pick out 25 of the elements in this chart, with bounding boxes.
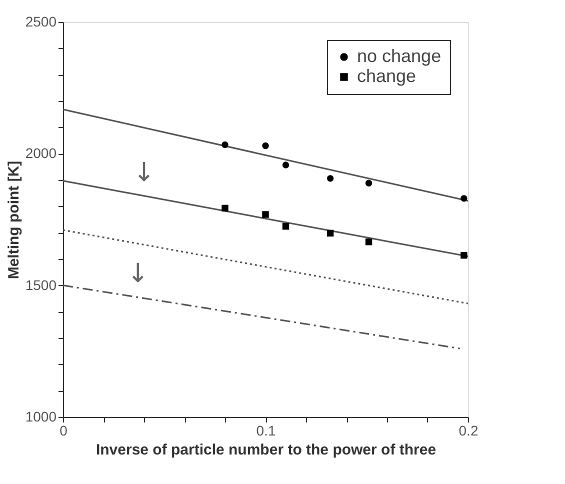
point <box>365 238 372 246</box>
y-tick-label: 2000 <box>25 145 57 162</box>
legend-label: change <box>357 66 416 86</box>
point <box>262 211 269 218</box>
y-tick-label: 2500 <box>25 14 57 30</box>
y-tick-label: 1000 <box>25 408 57 424</box>
annotation: ↓ <box>127 259 149 290</box>
x-tick-label: 0.1 <box>256 422 276 438</box>
point <box>460 252 468 259</box>
point <box>326 175 334 182</box>
point <box>282 222 290 230</box>
point <box>222 204 228 212</box>
point <box>326 230 334 237</box>
x-tick-label: 0.2 <box>458 422 478 438</box>
point <box>262 142 269 150</box>
point <box>365 180 372 187</box>
x-axis-title: Inverse of particle number to the power of three <box>96 442 436 458</box>
legend-label: no change <box>357 46 442 66</box>
point <box>460 195 468 202</box>
point <box>222 141 228 148</box>
x-tick-label: 0 <box>60 422 68 438</box>
point <box>282 162 290 168</box>
y-tick-label: 1500 <box>25 276 57 293</box>
y-axis-title: Melting point [K] <box>5 160 22 280</box>
annotation: ↓ <box>133 158 155 188</box>
